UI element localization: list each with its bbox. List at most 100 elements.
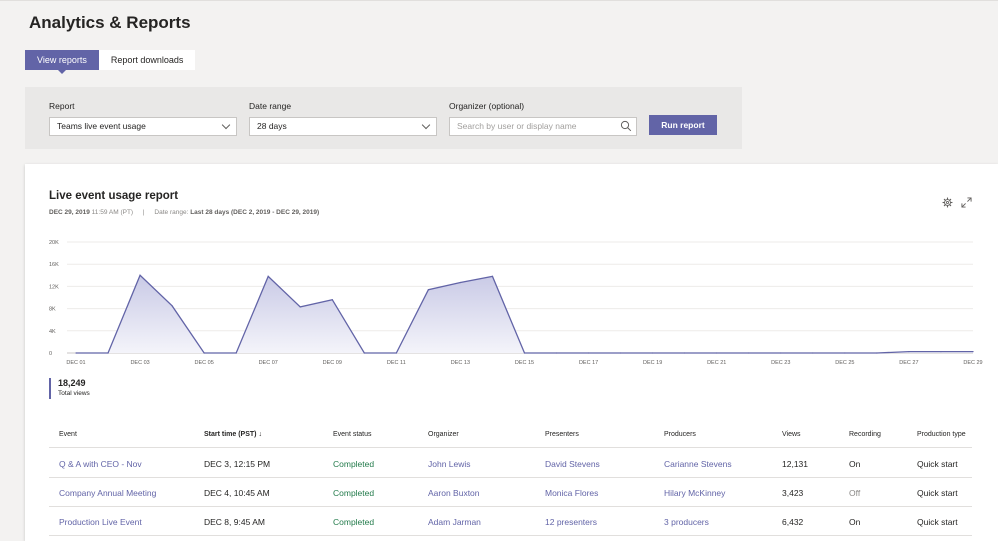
start-time: DEC 4, 10:45 AM [204,488,270,498]
data-point [75,352,77,354]
start-time: DEC 3, 12:15 PM [204,459,271,469]
organizer-search-input[interactable]: Search by user or display name [449,117,637,136]
x-tick-label: DEC 05 [195,360,214,366]
event-link[interactable]: Q & A with CEO - Nov [59,459,142,469]
column-header-views[interactable]: Views [782,431,801,438]
organizer-link[interactable]: John Lewis [428,459,471,469]
date-range-value: 28 days [257,121,287,131]
chevron-down-icon [421,120,431,130]
organizer-label: Organizer (optional) [449,101,525,111]
data-point [587,352,590,354]
recording-status: On [849,517,861,527]
column-header-event[interactable]: Event [59,431,77,438]
table-row: Q & A with CEO - Nov DEC 3, 12:15 PM Com… [49,449,972,478]
production-type: Quick start [917,459,958,469]
range-value: Last 28 days (DEC 2, 2019 - DEC 29, 2019… [190,209,320,216]
x-tick-label: DEC 23 [771,360,790,366]
data-point [491,275,494,278]
column-header-start-time[interactable]: Start time (PST) ↓ [204,431,262,438]
data-point [652,352,654,354]
report-card: Live event usage report DEC 29, 2019 11:… [25,164,998,541]
organizer-link[interactable]: Aaron Buxton [428,488,480,498]
tab-view-reports[interactable]: View reports [25,50,99,74]
range-prefix: Date range: [154,209,189,216]
data-point [812,352,814,354]
meta-separator: | [142,209,145,216]
filter-panel: Report Teams live event usage Date range… [25,87,742,149]
date-range-select[interactable]: 28 days [249,117,437,136]
report-field-label: Report [49,101,75,111]
data-point [171,305,173,307]
x-tick-label: DEC 03 [130,360,149,366]
data-point [940,351,942,353]
data-point [299,306,301,308]
data-point [107,352,109,354]
data-point [555,352,558,354]
production-type: Quick start [917,517,958,527]
presenters-link[interactable]: 12 presenters [545,517,597,527]
total-views-summary: 18,249 Total views [49,378,90,399]
column-header-event-status[interactable]: Event status [333,431,372,438]
x-tick-label: DEC 11 [387,360,406,366]
organizer-search-placeholder: Search by user or display name [457,121,577,131]
data-point [459,281,462,284]
x-tick-label: DEC 13 [451,360,470,366]
data-point [427,289,429,291]
column-header-organizer[interactable]: Organizer [428,431,459,438]
total-views-label: Total views [58,390,90,397]
y-tick-label: 20K [49,240,59,246]
producers-link[interactable]: Hilary McKinney [664,488,726,498]
data-point [748,352,750,354]
report-tabs: View reports Report downloads [25,50,196,74]
run-report-button[interactable]: Run report [649,115,717,135]
data-point [684,352,686,354]
tab-report-downloads[interactable]: Report downloads [98,50,196,70]
column-header-presenters[interactable]: Presenters [545,431,579,438]
x-tick-label: DEC 09 [323,360,342,366]
y-tick-label: 12K [49,284,59,290]
recording-status: On [849,459,861,469]
column-header-producers[interactable]: Producers [664,431,696,438]
organizer-link[interactable]: Adam Jarman [428,517,481,527]
total-views-value: 18,249 [58,378,86,388]
presenters-link[interactable]: David Stevens [545,459,600,469]
report-select[interactable]: Teams live event usage [49,117,237,136]
recording-status: Off [849,488,861,498]
report-time: 11:59 AM (PT) [91,209,134,216]
column-header-recording[interactable]: Recording [849,431,881,438]
gear-icon[interactable] [942,197,953,208]
producers-link[interactable]: 3 producers [664,517,709,527]
data-point [331,299,333,301]
y-tick-label: 8K [49,307,56,313]
x-tick-label: DEC 19 [643,360,662,366]
column-header-production-type[interactable]: Production type [917,431,966,438]
data-point [780,352,782,354]
event-status: Completed [333,488,375,498]
producers-link[interactable]: Carianne Stevens [664,459,732,469]
views-count: 6,432 [782,517,804,527]
top-divider [0,0,998,1]
series-line [76,274,973,354]
expand-icon[interactable] [961,197,972,208]
page-title: Analytics & Reports [29,13,191,32]
data-point [235,352,237,354]
event-link[interactable]: Company Annual Meeting [59,488,157,498]
data-point [844,352,846,354]
event-link[interactable]: Production Live Event [59,517,142,527]
data-point [395,352,397,354]
presenters-link[interactable]: Monica Flores [545,488,599,498]
report-title: Live event usage report [49,190,179,202]
data-point [523,352,526,354]
production-type: Quick start [917,488,958,498]
report-meta: DEC 29, 2019 11:59 AM (PT) | Date range:… [49,209,319,216]
date-range-label: Date range [249,101,292,111]
event-status: Completed [333,517,375,527]
search-icon[interactable] [620,120,632,132]
data-point [620,352,622,354]
data-point [908,351,910,353]
x-tick-label: DEC 01 [66,360,85,366]
x-tick-label: DEC 29 [963,360,982,366]
report-select-value: Teams live event usage [57,121,146,131]
data-point [267,275,269,278]
y-tick-label: 16K [49,262,59,268]
